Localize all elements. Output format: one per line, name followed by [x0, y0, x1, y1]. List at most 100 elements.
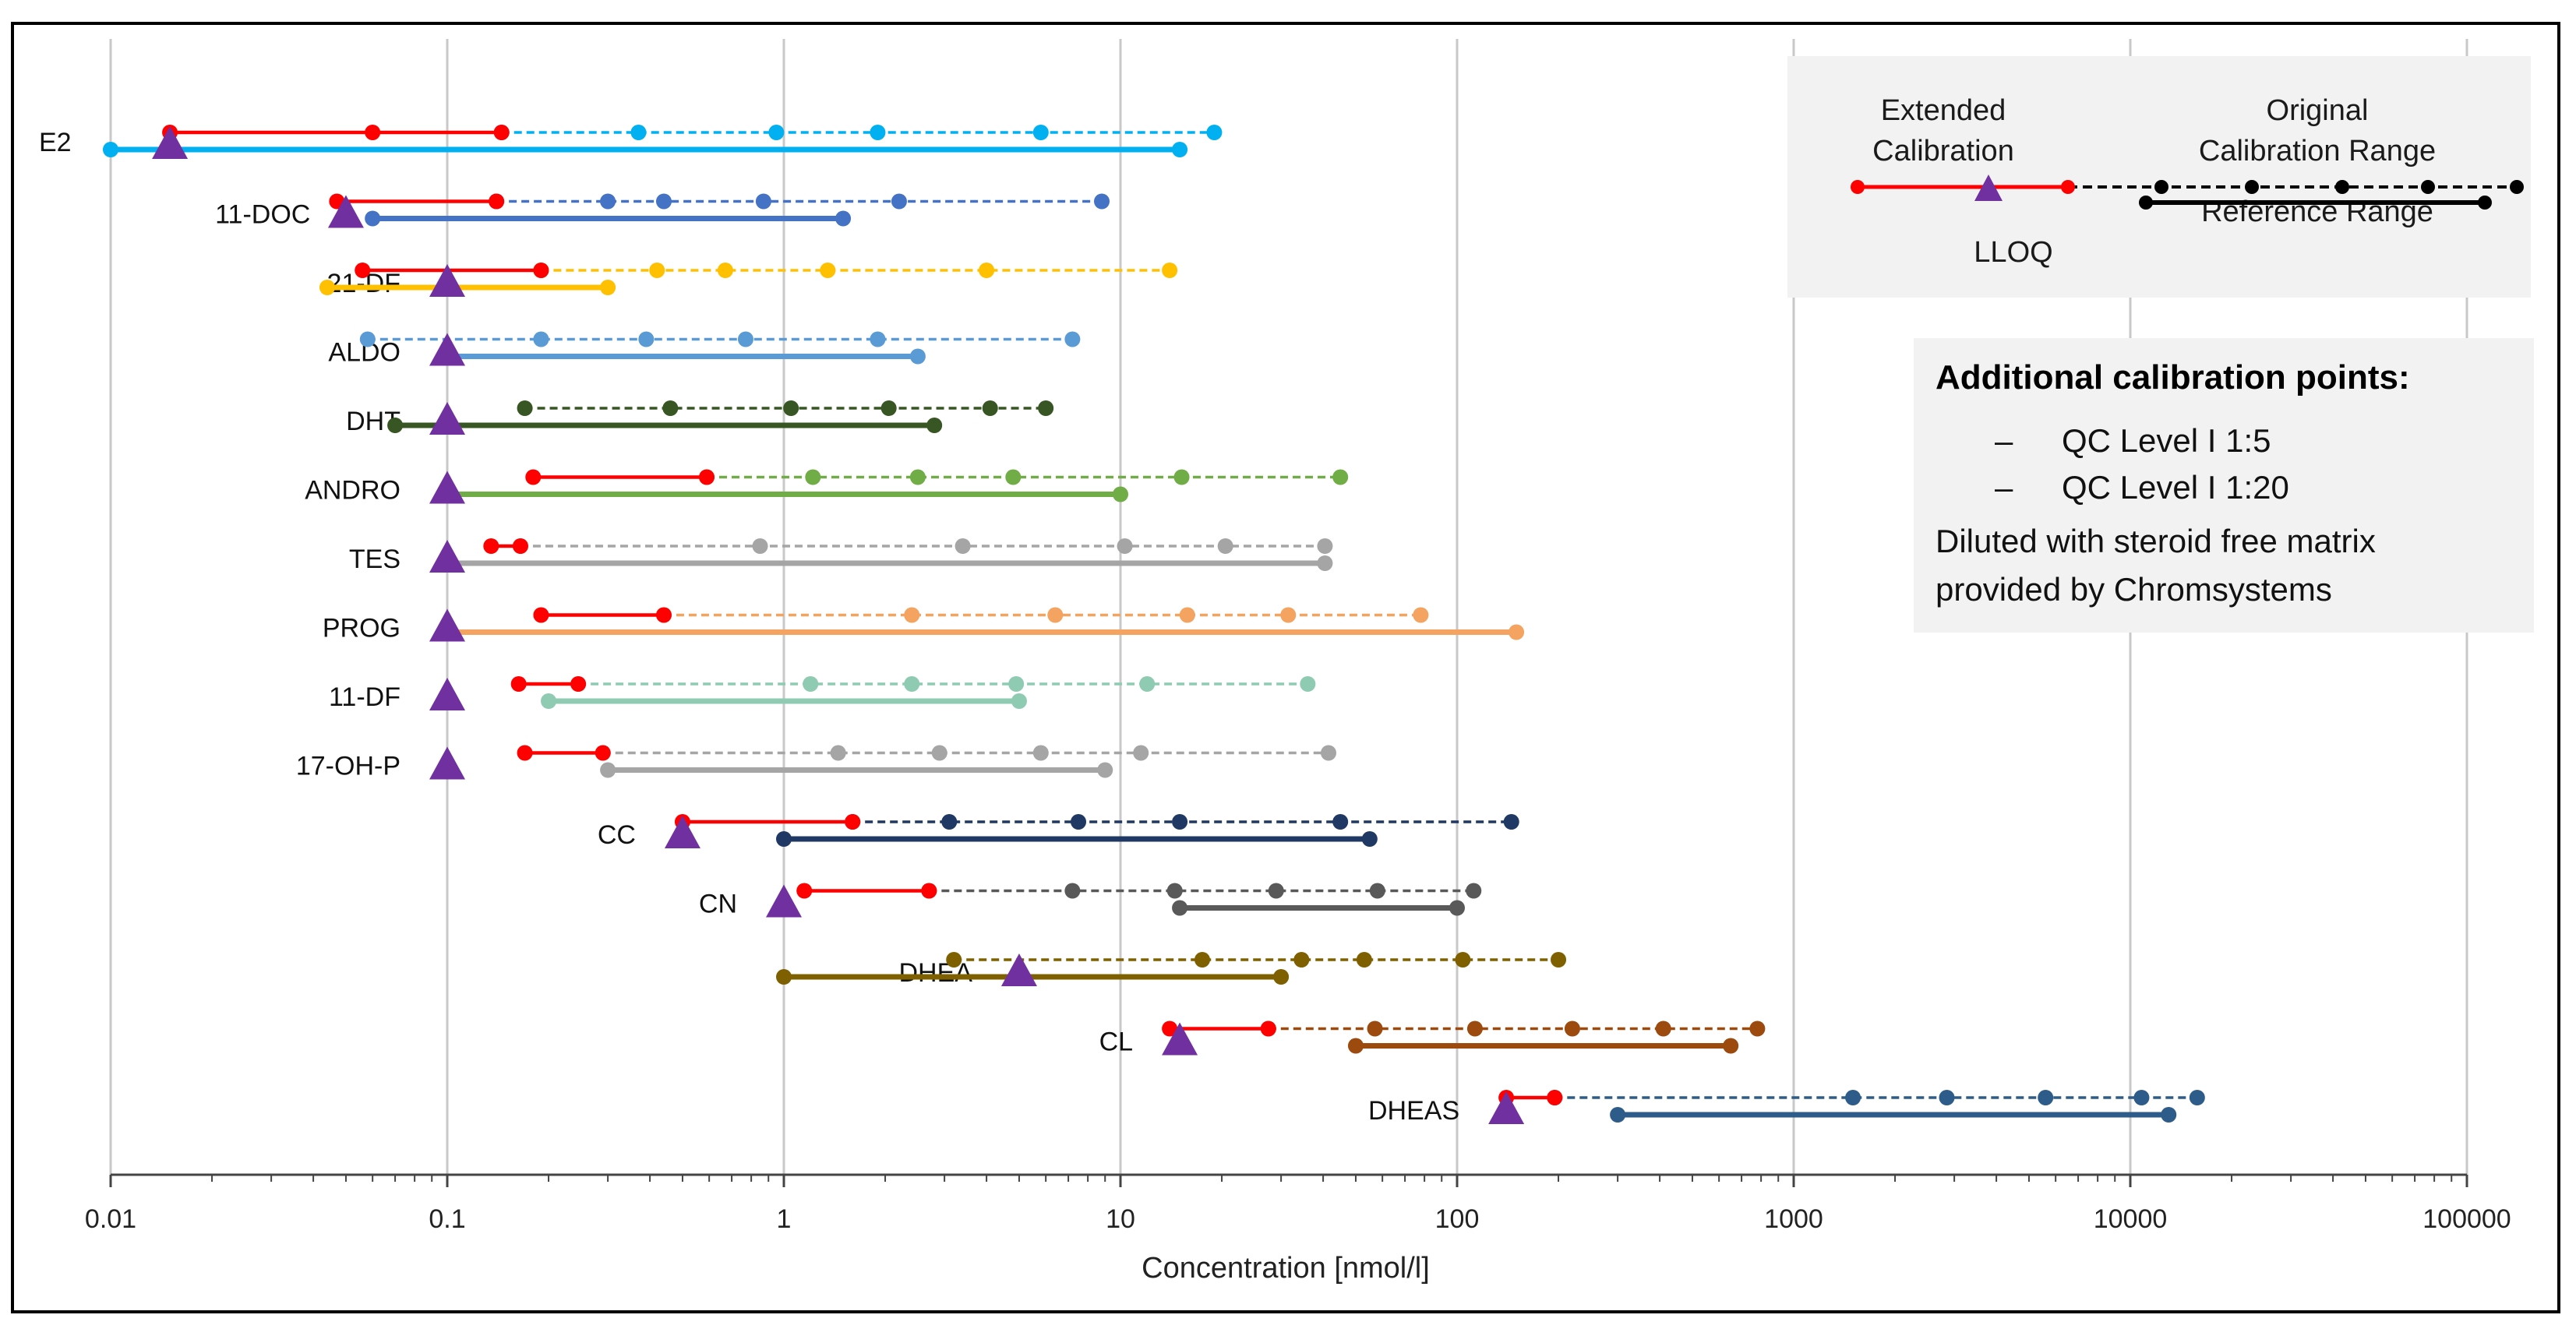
original-calibration-point [1367, 1020, 1383, 1037]
reference-range-point [2161, 1107, 2177, 1123]
reference-range-point [1610, 1107, 1626, 1123]
original-calibration-point [638, 331, 655, 347]
original-calibration-point [1564, 1020, 1580, 1037]
reference-range-point [365, 210, 381, 227]
lloq-triangle [429, 746, 465, 780]
reference-range-point [1449, 900, 1465, 916]
original-calibration-point [1503, 814, 1519, 830]
original-calibration-point [649, 263, 665, 278]
original-calibration-point [904, 676, 920, 692]
original-calibration-point [768, 125, 785, 140]
reference-range-point [319, 280, 335, 295]
chart-frame [11, 22, 2560, 1313]
original-calibration-point [870, 331, 886, 347]
extended-calibration-point [796, 883, 813, 899]
series-andro: ANDRO [305, 469, 1349, 506]
original-calibration-point [755, 193, 771, 210]
series-21-df: 21-DF [319, 263, 1178, 298]
original-calibration-point [1217, 538, 1233, 554]
series-label: 17-OH-P [296, 752, 401, 781]
legend-swatches [1851, 174, 2524, 210]
series-label: ANDRO [305, 476, 401, 506]
reference-range-point [926, 418, 943, 433]
reference-range-point [1172, 142, 1188, 157]
series-label: E2 [39, 128, 72, 157]
x-axis-label: Concentration [nmol/l] [1142, 1252, 1430, 1285]
original-calibration-point [1032, 125, 1049, 140]
legend-reference-point [2139, 196, 2153, 210]
extended-calibration-point [1260, 1020, 1276, 1037]
extended-calibration-point [533, 607, 549, 623]
notes-item: QC Level I 1:20 [2062, 469, 2289, 506]
legend-lloq-label: LLOQ [1974, 236, 2053, 269]
extended-calibration-point [512, 538, 528, 554]
notes-box: Additional calibration points: – QC Leve… [1914, 338, 2534, 633]
original-calibration-point [630, 125, 647, 140]
series-cl: CL [1099, 1020, 1766, 1057]
original-calibration-point [931, 745, 947, 761]
series-tes: TES [349, 538, 1333, 574]
x-tick-label: 10000 [2094, 1204, 2168, 1234]
original-calibration-point [1332, 814, 1349, 830]
series-label: 11-DOC [215, 200, 310, 230]
original-calibration-point [2038, 1090, 2054, 1105]
original-calibration-point [1133, 745, 1149, 761]
original-calibration-point [803, 676, 819, 692]
series-dheas: DHEAS [1368, 1090, 2205, 1126]
reference-range-point [600, 762, 616, 778]
extended-calibration-point [525, 469, 542, 485]
original-calibration-point [1005, 469, 1022, 485]
series-label: PROG [323, 614, 401, 643]
original-calibration-point [1280, 607, 1297, 623]
lloq-triangle [152, 126, 189, 159]
notes-title: Additional calibration points: [1936, 358, 2410, 397]
x-tick-label: 100 [1435, 1204, 1480, 1234]
lloq-triangle [429, 333, 465, 366]
legend-box: Extended Calibration Original Calibratio… [1787, 56, 2531, 298]
series-label: 11-DF [329, 682, 401, 712]
legend-extended-point [2061, 180, 2075, 194]
extended-calibration-point [1547, 1090, 1563, 1105]
reference-range-point [835, 210, 852, 227]
extended-calibration-point [483, 538, 499, 554]
x-tick-label: 10 [1106, 1204, 1135, 1234]
original-calibration-point [1094, 193, 1110, 210]
series-aldo: ALDO [328, 331, 1081, 368]
series-11-doc: 11-DOC [215, 193, 1110, 230]
lloq-triangle [1488, 1091, 1525, 1124]
extended-calibration-point [595, 745, 611, 761]
original-calibration-point [717, 263, 733, 278]
original-calibration-point [1173, 469, 1190, 485]
original-calibration-point [909, 469, 926, 485]
legend-original-point [2335, 180, 2349, 194]
original-calibration-point [1166, 883, 1183, 899]
original-calibration-point [1413, 607, 1429, 623]
lloq-triangle [327, 195, 364, 228]
original-calibration-point [1551, 952, 1567, 968]
reference-range-point [600, 280, 616, 295]
reference-range-point [1172, 900, 1188, 916]
reference-range-point [1317, 555, 1333, 571]
notes-paragraph-line: Diluted with steroid free matrix [1936, 523, 2376, 559]
reference-range-point [1097, 762, 1113, 778]
series-cn: CN [699, 883, 1482, 919]
original-calibration-point [1655, 1020, 1671, 1037]
original-calibration-point [1317, 538, 1333, 554]
original-calibration-point [946, 952, 962, 968]
original-calibration-point [1466, 1020, 1483, 1037]
extended-calibration-point [570, 676, 587, 692]
legend-extended-point [1851, 180, 1865, 194]
original-calibration-point [1369, 883, 1385, 899]
original-calibration-point [2189, 1090, 2205, 1105]
original-calibration-point [1038, 400, 1054, 416]
series-17-oh-p: 17-OH-P [296, 745, 1336, 781]
reference-range-point [909, 348, 926, 365]
original-calibration-point [820, 263, 836, 278]
extended-calibration-point [699, 469, 715, 485]
x-tick-label: 1 [777, 1204, 792, 1234]
extended-calibration-point [355, 263, 371, 278]
original-calibration-point [1032, 745, 1049, 761]
original-calibration-point [1172, 814, 1188, 830]
extended-calibration-point [921, 883, 937, 899]
original-calibration-point [2133, 1090, 2150, 1105]
